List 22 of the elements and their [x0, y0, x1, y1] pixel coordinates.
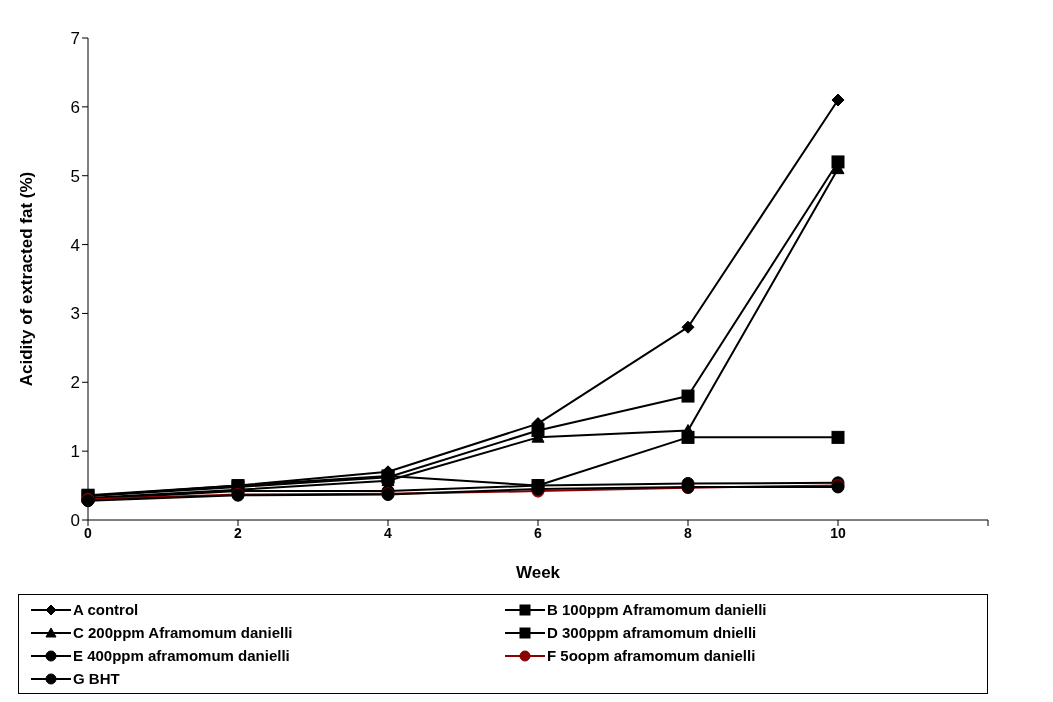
legend-label: D 300ppm aframomum dnielli: [547, 624, 757, 641]
x-tick-label: 4: [384, 524, 393, 541]
legend-label: C 200ppm Aframomum danielli: [73, 624, 293, 641]
x-tick-label: 0: [84, 524, 93, 541]
y-tick-label: 2: [70, 373, 80, 393]
legend-label: F 5oopm aframomum danielli: [547, 647, 756, 664]
x-tick-label: 6: [534, 524, 543, 541]
x-tick-label: 10: [830, 524, 846, 541]
x-tick-label: 8: [684, 524, 693, 541]
legend-label: B 100ppm Aframomum danielli: [547, 601, 767, 618]
legend-label: E 400ppm aframomum danielli: [73, 647, 290, 664]
y-tick-label: 7: [70, 29, 80, 49]
legend-label: A control: [73, 601, 139, 618]
x-tick-label: 2: [234, 524, 243, 541]
legend-label: G BHT: [73, 670, 120, 687]
x-axis-title: Week: [515, 563, 561, 582]
y-tick-label: 4: [70, 235, 80, 255]
y-tick-label: 5: [70, 166, 80, 186]
y-tick-label: 1: [70, 442, 80, 462]
y-tick-label: 6: [70, 97, 80, 117]
y-axis-title: Acidity of extracted fat (%): [17, 171, 37, 387]
y-tick-label: 3: [70, 304, 80, 324]
